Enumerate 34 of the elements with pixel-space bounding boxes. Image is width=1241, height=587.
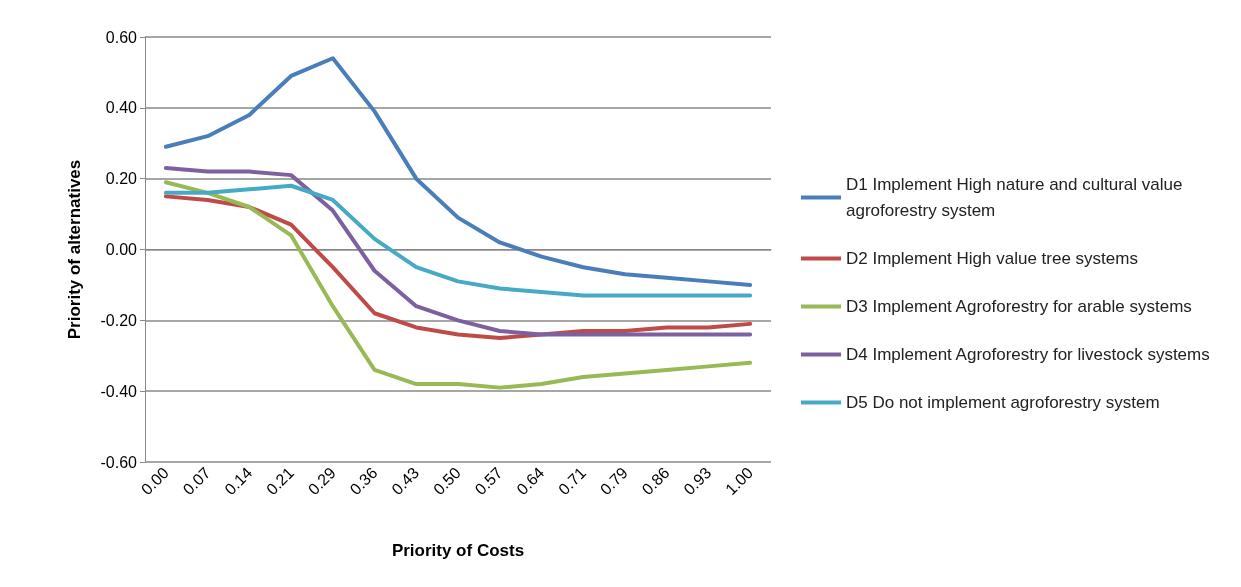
x-tick-label: 0.64	[513, 463, 548, 499]
x-tick-label: 0.86	[638, 463, 673, 499]
legend-label: D2 Implement High value tree systems	[846, 249, 1138, 268]
x-tick-label: 0.71	[555, 463, 590, 499]
line-series	[163, 180, 753, 390]
y-tick-label: 0.60	[105, 28, 138, 46]
y-tick-label: -0.40	[100, 382, 138, 400]
x-tick-label: 0.36	[346, 463, 381, 499]
y-tick-label: 0.00	[105, 241, 138, 258]
line-series	[163, 183, 753, 298]
x-tick-label: 0.43	[388, 463, 423, 499]
y-tick-label: 0.40	[105, 99, 138, 117]
x-tick-label: 0.79	[596, 463, 632, 499]
y-axis-title: Priority of alternatives	[65, 159, 84, 340]
y-tick-label: 0.20	[105, 170, 138, 188]
x-tick-label: 0.07	[179, 463, 214, 499]
legend-label: D3 Implement Agroforestry for arable systems	[846, 297, 1192, 316]
legend-label: D1 Implement High nature and cultural value agroforestry system	[846, 175, 1188, 220]
x-tick-label: 1.00	[722, 463, 757, 499]
x-tick-label: 0.00	[137, 463, 172, 499]
x-tick-label: 0.14	[221, 463, 256, 499]
x-tick-label: 0.57	[471, 463, 506, 499]
line-series	[163, 56, 753, 287]
x-tick-label: 0.29	[304, 463, 339, 499]
y-tick-label: -0.20	[100, 311, 138, 329]
legend-label: D4 Implement Agroforestry for livestock systems	[846, 345, 1210, 364]
line-series	[163, 166, 753, 337]
x-tick-label: 0.21	[263, 463, 298, 499]
x-axis-title: Priority of Costs	[391, 541, 525, 560]
legend-label: D5 Do not implement agroforestry system	[846, 393, 1160, 412]
line-series	[163, 194, 753, 341]
x-tick-label: 0.93	[680, 463, 715, 499]
x-tick-label: 0.50	[429, 463, 465, 499]
y-tick-label: -0.60	[100, 453, 138, 471]
